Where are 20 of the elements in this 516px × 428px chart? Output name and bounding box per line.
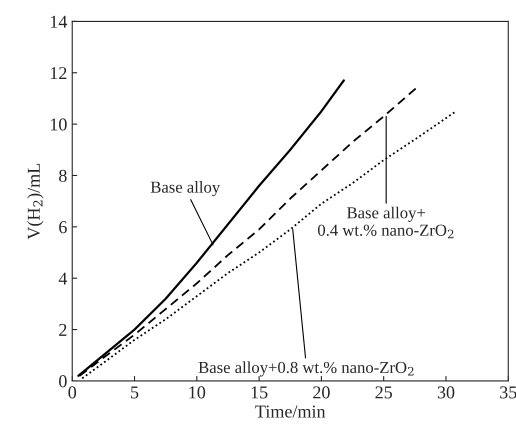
x-tick-label: 10: [189, 386, 206, 398]
y-tick-label: 10: [50, 118, 67, 131]
x-tick-label: 15: [252, 386, 268, 398]
y-axis-title: V(H$_{2}$)/mL: [27, 164, 44, 240]
x-tick-label: 5: [131, 386, 138, 398]
x-axis-title: Time/min: [255, 406, 326, 418]
y-tick-label: 2: [59, 324, 66, 336]
x-tick-label: 20: [313, 386, 330, 398]
annotation: Base alloy: [150, 181, 220, 196]
y-tick-label: 6: [59, 221, 67, 234]
y-tick-label: 0: [59, 375, 67, 388]
y-tick-label: 12: [50, 67, 66, 80]
x-tick-label: 25: [375, 386, 392, 398]
y-tick-label: 4: [58, 272, 68, 284]
annotation: Base alloy+0.8 wt.% nano-ZrO$_{2}$: [198, 361, 414, 377]
x-tick-label: 30: [438, 386, 454, 398]
x-tick-label: 0: [68, 386, 76, 398]
y-tick-label: 8: [59, 170, 67, 182]
annotation: Base alloy+ 0.4 wt.% nano-ZrO$_{2}$: [318, 206, 454, 238]
y-tick-label: 14: [50, 16, 68, 28]
